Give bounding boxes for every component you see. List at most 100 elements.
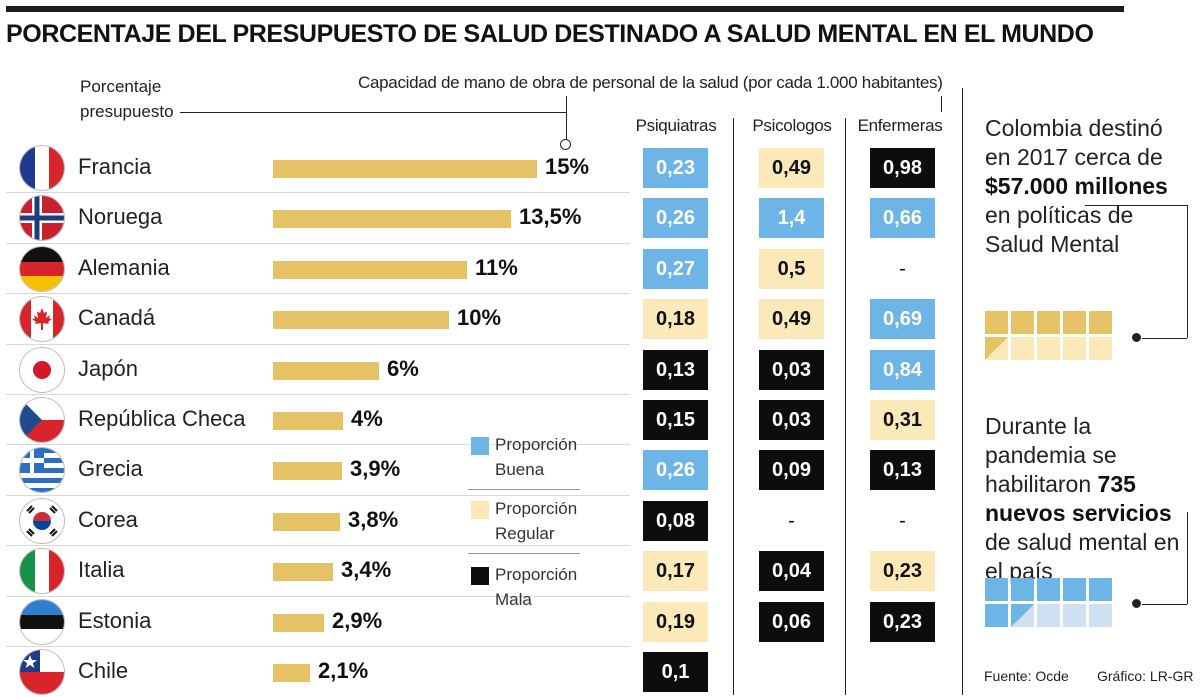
legend-bad-swatch	[471, 567, 489, 585]
country-row: Alemania 11%	[6, 244, 630, 294]
legend-regular-label: Proporción Regular	[495, 496, 577, 546]
psiquiatras-cell: 0,1	[643, 652, 708, 692]
country-row: Francia 15%	[6, 143, 630, 193]
psicologos-cell: 0,04	[759, 551, 824, 591]
unit-square-filled	[1063, 578, 1086, 601]
budget-bar	[273, 311, 449, 329]
colombia-note: Colombia destinó en 2017 cerca de $57.00…	[985, 114, 1185, 259]
row-divider	[6, 192, 630, 193]
colombia-note-text: Colombia destinó en 2017 cerca de	[985, 115, 1163, 170]
legend-divider	[468, 553, 580, 554]
psicologos-cell: 0,09	[759, 450, 824, 490]
graphic-credit: Gráfico: LR-GR	[1097, 668, 1194, 684]
budget-pct-label: 6%	[387, 356, 419, 381]
budget-bar	[273, 614, 324, 632]
country-name: Noruega	[78, 204, 163, 229]
budget-pct-label: 3,9%	[350, 456, 401, 481]
budget-pct-label: 3,4%	[341, 557, 392, 582]
unit-square-empty	[1063, 604, 1086, 627]
pandemia-note: Durante la pandemia se habilitaron 735 n…	[985, 412, 1185, 586]
psiquiatras-cell: 0,15	[643, 400, 708, 440]
budget-header-line1: Porcentaje	[80, 77, 162, 96]
japan-flag-icon	[20, 348, 64, 392]
enfermeras-cell: 0,31	[870, 400, 935, 440]
enfermeras-cell: 0,23	[870, 551, 935, 591]
legend-divider	[468, 489, 580, 490]
enfermeras-cell: -	[899, 257, 906, 280]
side-panel-separator	[962, 88, 963, 695]
italy-flag-icon	[20, 549, 64, 593]
norway-flag-icon	[20, 196, 64, 240]
psiquiatras-cell: 0,17	[643, 551, 708, 591]
country-row: Estonia 2,9%	[6, 597, 630, 647]
colombia-amount: $57.000 millones	[985, 173, 1168, 199]
enfermeras-cell: 0,66	[870, 198, 935, 238]
enfermeras-cell: 0,69	[870, 299, 935, 339]
unit-square-filled	[985, 604, 1008, 627]
budget-bar	[273, 412, 343, 430]
unit-square-empty	[1037, 604, 1060, 627]
country-row: Canadá 10%	[6, 294, 630, 344]
row-divider	[6, 293, 630, 294]
country-name: Francia	[78, 154, 152, 179]
budget-bar	[273, 664, 310, 682]
col-header-psiquiatras: Psiquiatras	[635, 116, 717, 135]
korea-flag-icon	[20, 499, 64, 543]
budget-pct-label: 15%	[545, 154, 590, 179]
psicologos-cell: -	[788, 509, 795, 532]
row-divider	[6, 444, 630, 445]
country-row: Corea 3,8%	[6, 496, 630, 546]
colombia-leader	[1085, 205, 1187, 206]
country-name: Japón	[78, 356, 138, 381]
unit-square-filled	[1011, 578, 1034, 601]
unit-square-filled	[1063, 311, 1086, 334]
psicologos-cell: 0,5	[759, 249, 824, 289]
row-divider	[6, 243, 630, 244]
budget-pct-label: 11%	[475, 255, 518, 280]
budget-leader-line	[180, 112, 566, 113]
enfermeras-cell: 0,23	[870, 602, 935, 642]
legend-regular-line2: Regular	[495, 524, 555, 543]
estonia-flag-icon	[20, 600, 64, 644]
col-header-psicologos: Psicologos	[752, 116, 832, 135]
psicologos-cell: 0,03	[759, 400, 824, 440]
pandemia-note-text-end: de salud mental en el país	[985, 529, 1180, 584]
chile-flag-icon	[20, 650, 64, 694]
capacity-header: Capacidad de mano de obra de personal de…	[358, 73, 943, 92]
colombia-leader-vertical	[1187, 205, 1188, 338]
country-name: Grecia	[78, 456, 143, 481]
capacity-bracket-right	[941, 96, 942, 112]
unit-square-filled	[1089, 578, 1112, 601]
legend-regular: Proporción Regular	[468, 496, 580, 556]
enfermeras-cell: 0,98	[870, 148, 935, 188]
country-row: República Checa 4%	[6, 395, 630, 445]
budget-leader-drop	[566, 112, 567, 140]
legend-good-line2: Buena	[495, 460, 545, 479]
pandemia-leader-vertical	[1187, 512, 1188, 604]
unit-square-filled	[1089, 311, 1112, 334]
row-divider	[6, 596, 630, 597]
budget-leader-dot	[560, 139, 571, 150]
country-row: Japón 6%	[6, 345, 630, 395]
pandemia-amount: 735 nuevos servicios	[985, 471, 1172, 526]
budget-bar	[273, 160, 537, 178]
unit-square-empty	[1089, 604, 1112, 627]
psiquiatras-cell: 0,19	[643, 602, 708, 642]
budget-bar	[273, 362, 379, 380]
psiquiatras-cell: 0,26	[643, 198, 708, 238]
germany-flag-icon	[20, 247, 64, 291]
legend-bad: Proporción Mala	[468, 562, 580, 622]
budget-header-line2: presupuesto	[80, 102, 174, 121]
pandemia-leader-end	[1142, 604, 1187, 605]
budget-bar	[273, 261, 467, 279]
unit-square-filled	[985, 311, 1008, 334]
legend-bad-line2: Mala	[495, 590, 532, 609]
psicologos-cell: 0,49	[759, 299, 824, 339]
psicologos-cell: 0,03	[759, 350, 824, 390]
country-row: Chile 2,1%	[6, 647, 630, 697]
column-separator	[733, 118, 734, 695]
greece-flag-icon	[20, 448, 64, 492]
psiquiatras-cell: 0,26	[643, 450, 708, 490]
psicologos-cell: 1,4	[759, 198, 824, 238]
czech-flag-icon	[20, 398, 64, 442]
